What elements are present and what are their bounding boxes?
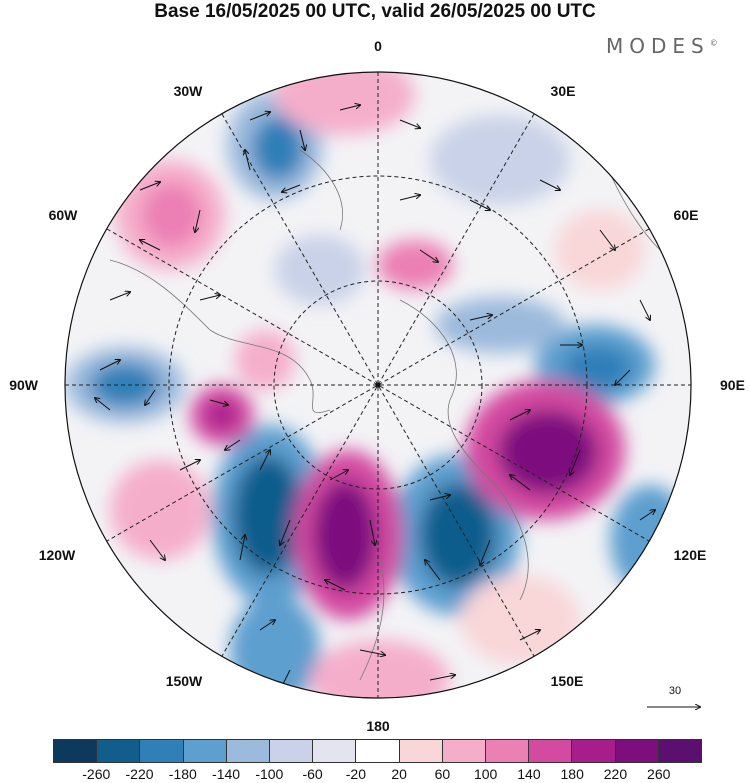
colorbar-tick-label: -220 xyxy=(125,766,154,782)
lon-label-0: 0 xyxy=(374,38,382,54)
brand-name: MODES xyxy=(606,34,710,58)
colorbar-swatch xyxy=(356,740,400,762)
colorbar-tick-label: -100 xyxy=(255,766,284,782)
colorbar-tick-label: 60 xyxy=(434,766,451,782)
lon-label-150e: 150E xyxy=(551,673,584,689)
brand-logo: MODES© xyxy=(606,34,718,58)
colorbar-tick-label: 180 xyxy=(560,766,584,782)
colorbar-tick-label: -180 xyxy=(168,766,197,782)
lon-label-180: 180 xyxy=(366,718,390,734)
colorbar-swatch xyxy=(572,740,616,762)
lon-label-30e: 30E xyxy=(551,83,576,99)
colorbar-labels: -260 -220 -180 -140 -100 -60 -20 20 60 100 140 180 2… xyxy=(0,764,750,782)
colorbar-swatch xyxy=(226,740,271,762)
colorbar-swatch xyxy=(399,740,443,762)
colorbar-swatch xyxy=(486,740,530,762)
colorbar-swatch xyxy=(615,740,659,762)
lon-label-90e: 90E xyxy=(720,377,745,393)
lon-label-60w: 60W xyxy=(49,207,79,223)
reference-vector-label: 30 xyxy=(669,685,681,697)
lon-label-120w: 120W xyxy=(39,547,76,563)
map-border xyxy=(64,71,692,699)
colorbar-swatch xyxy=(97,740,141,762)
lon-label-150w: 150W xyxy=(166,673,203,689)
colorbar-tick-label: -260 xyxy=(82,766,111,782)
colorbar-swatch xyxy=(54,740,98,762)
colorbar-swatch xyxy=(313,740,357,762)
colorbar-tick-label: 140 xyxy=(517,766,541,782)
lon-label-90w: 90W xyxy=(9,377,39,393)
colorbar-tick-label: -140 xyxy=(212,766,241,782)
map-title: Base 16/05/2025 00 UTC, valid 26/05/2025… xyxy=(154,1,596,22)
colorbar-swatch xyxy=(270,740,314,762)
colorbar-swatch xyxy=(140,740,184,762)
colorbar-swatch xyxy=(658,740,702,762)
colorbar xyxy=(53,739,702,763)
brand-mark: © xyxy=(709,38,718,48)
polar-map: 0 30E 60E 90E 120E 150E 180 150W 120W 90… xyxy=(9,38,745,734)
wind-vectors xyxy=(95,105,661,690)
lon-label-30w: 30W xyxy=(174,83,204,99)
colorbar-tick-label: 20 xyxy=(391,766,407,782)
lon-label-120e: 120E xyxy=(674,547,707,563)
colorbar-swatch xyxy=(183,740,227,762)
lon-label-60e: 60E xyxy=(674,207,699,223)
graticule xyxy=(65,72,691,698)
colorbar-tick-label: -60 xyxy=(302,766,323,782)
colorbar-tick-label: -20 xyxy=(345,766,366,782)
colorbar-swatch xyxy=(442,740,487,762)
colorbar-tick-label: 260 xyxy=(647,766,671,782)
colorbar-tick-label: 100 xyxy=(473,766,498,782)
coastlines xyxy=(109,149,661,681)
colorbar-swatch xyxy=(529,740,573,762)
pole-marker xyxy=(375,382,381,388)
colorbar-tick-label: 220 xyxy=(603,766,628,782)
